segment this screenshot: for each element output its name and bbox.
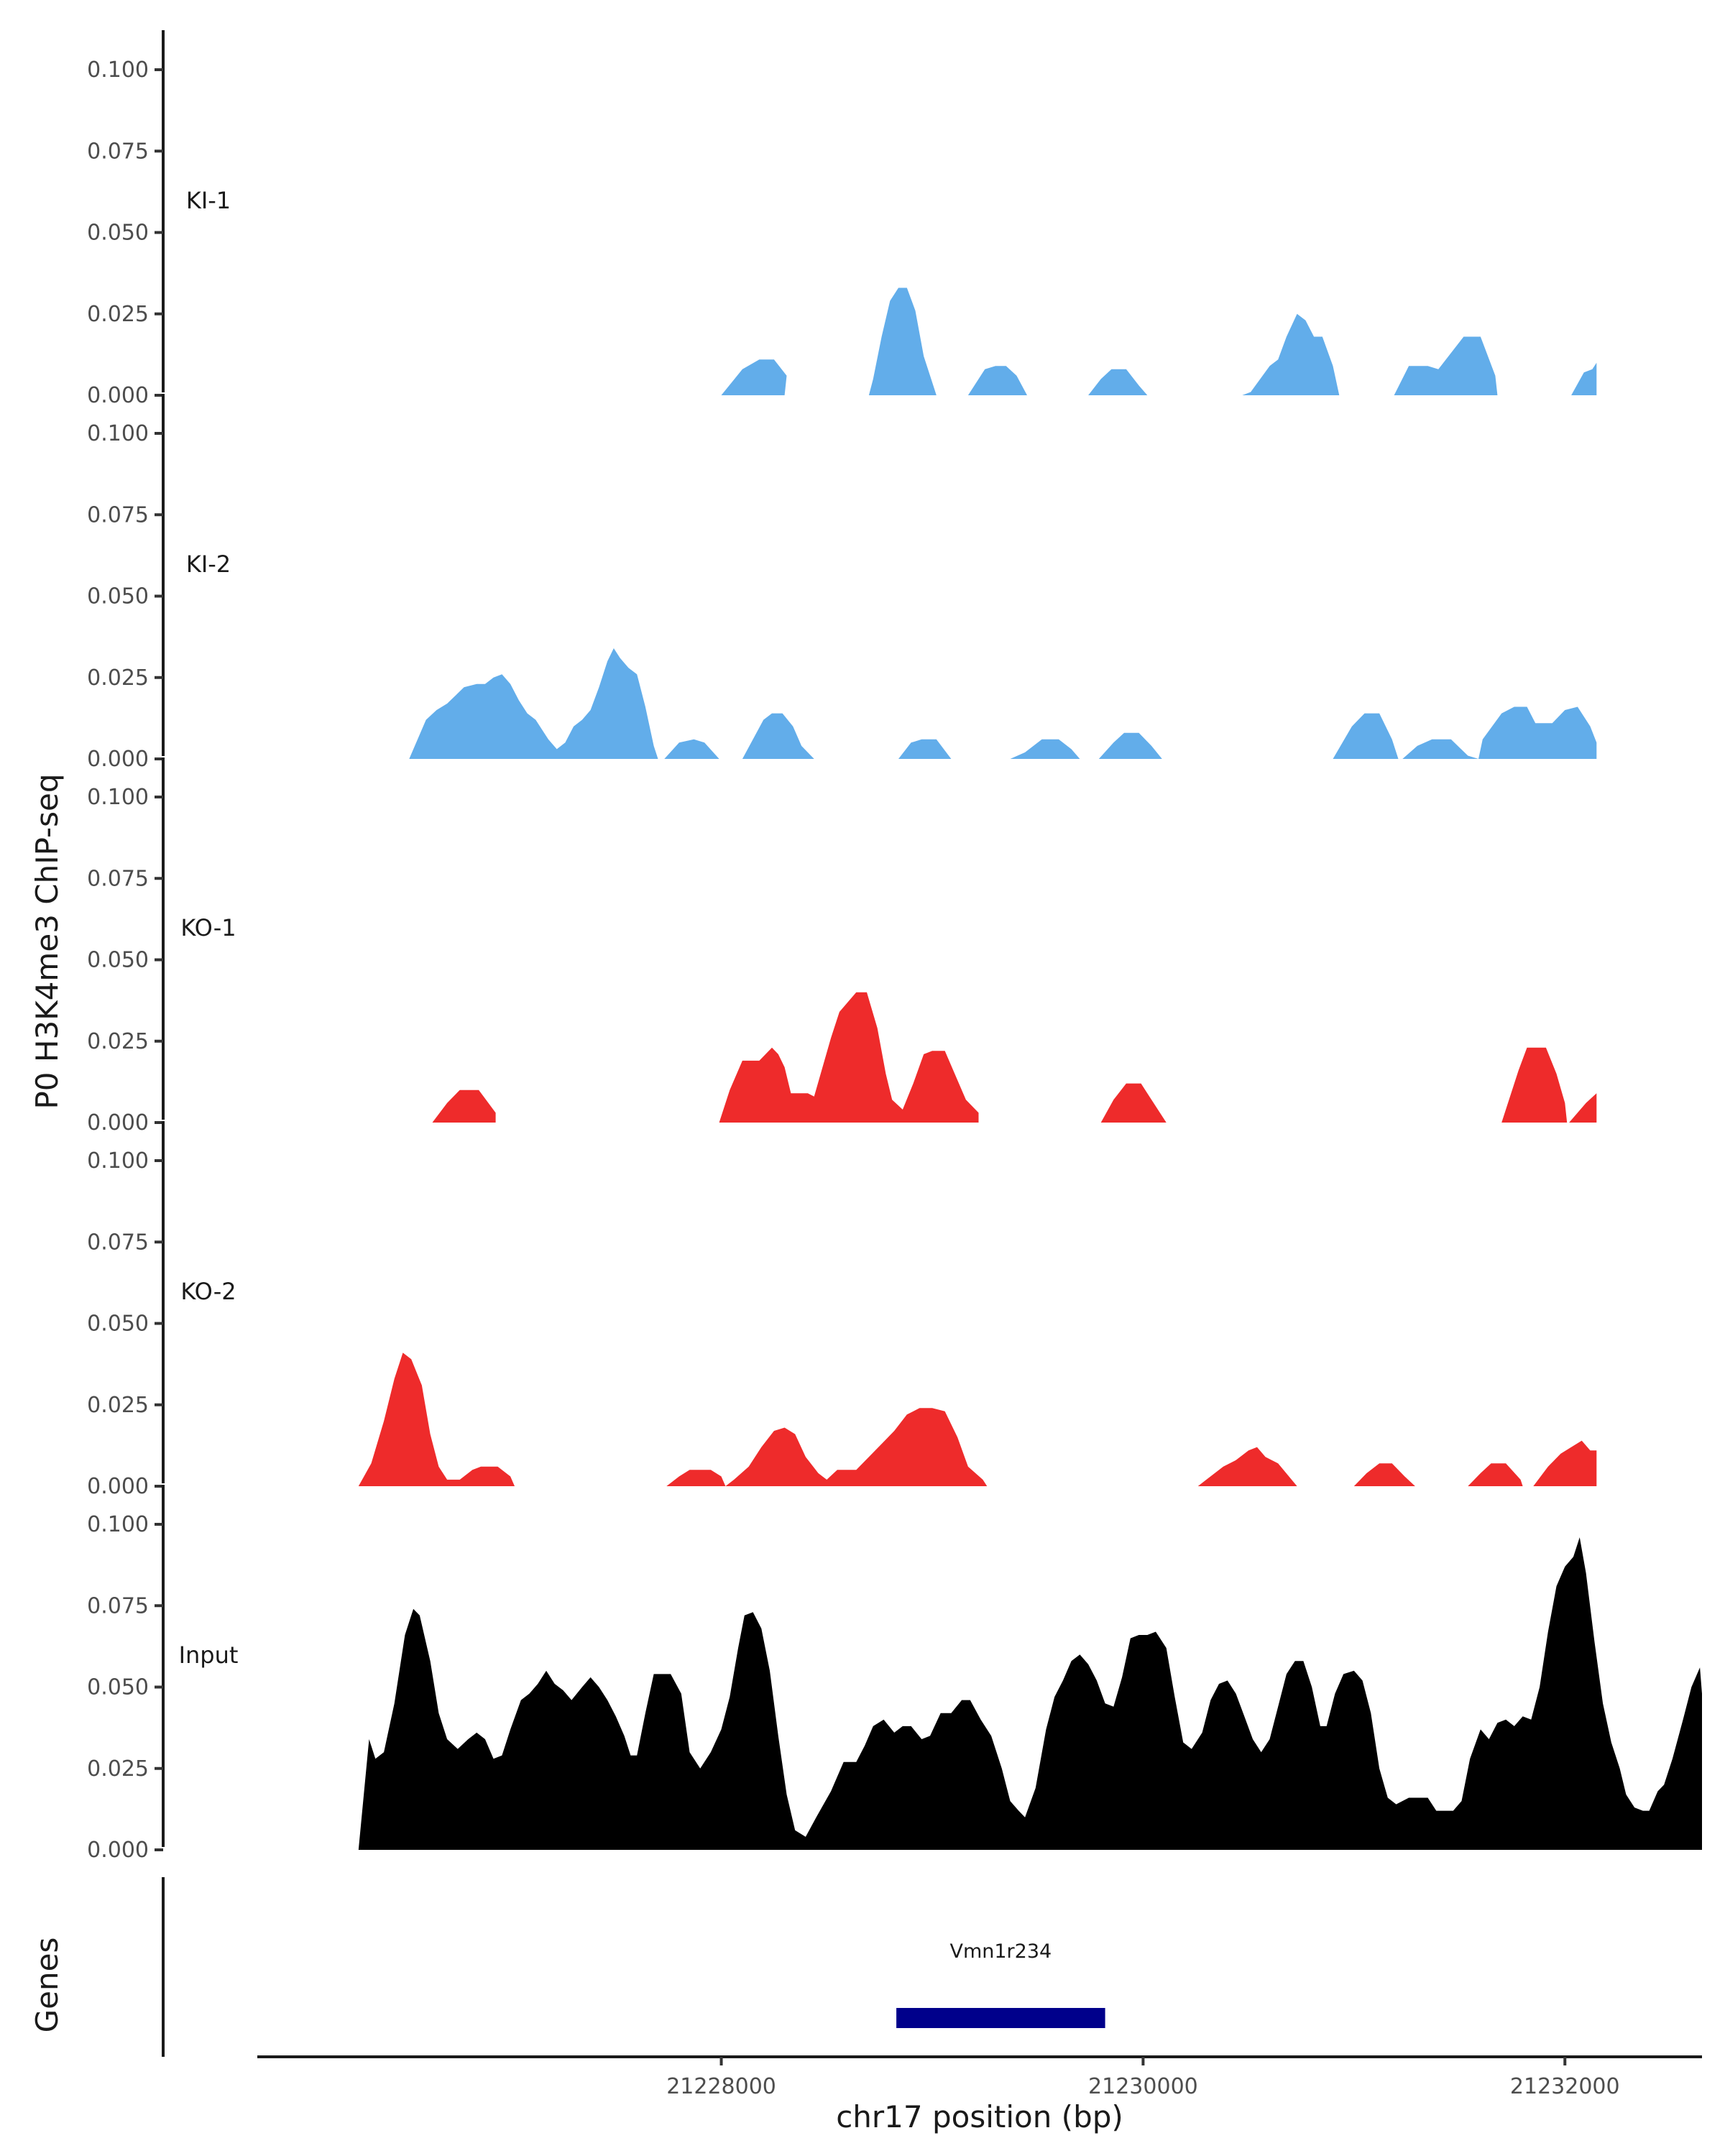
coverage-area-ko-2 [358,1353,1597,1486]
y-tick-label: 0.000 [87,383,149,408]
y-tick-label: 0.025 [87,302,149,327]
track-label: KI-1 [186,187,231,214]
track-ko-1: 0.000 0.025 0.050 0.075 0.100 KO-1 [87,757,1597,1135]
y-tick-label: 0.050 [87,221,149,246]
x-tick-label: 21232000 [1510,2074,1620,2099]
y-tick-label: 0.100 [87,57,149,83]
x-axis: 21228000 21230000 21232000 chr17 position … [257,2055,1702,2134]
y-tick-label: 0.075 [87,139,149,164]
y-tick-label: 0.025 [87,1756,149,1782]
y-axis-title: P0 H3K4me3 ChIP-seq [29,773,65,1109]
coverage-area-input [358,1537,1702,1850]
gene-panel-label: Genes [29,1938,65,2033]
y-tick-label: 0.100 [87,421,149,446]
y-tick-label: 0.075 [87,1593,149,1618]
track-ko-2: 0.000 0.025 0.050 0.075 0.100 KO-2 [87,1121,1597,1499]
track-input: 0.000 0.025 0.050 0.075 0.100 Input [87,1485,1702,1863]
gene-panel: Genes Vmn1r234 [29,1877,1105,2057]
gene-body-bar [896,2008,1105,2028]
y-tick-label: 0.075 [87,866,149,891]
track-label: KO-1 [180,914,236,941]
y-tick-label: 0.100 [87,1512,149,1537]
y-tick-label: 0.025 [87,1029,149,1054]
y-tick-label: 0.025 [87,1393,149,1418]
x-tick-label: 21230000 [1088,2074,1198,2099]
y-tick-label: 0.075 [87,1230,149,1255]
coverage-area-ki-1-end [1571,362,1597,395]
y-tick-label: 0.075 [87,502,149,528]
coverage-area-ko-1 [432,992,1597,1123]
track-panels: 0.0000.0250.0500.0750.100KI-10.0000.0250… [87,30,1702,1863]
track-label: KI-2 [186,550,231,578]
y-tick-label: 0.050 [87,1312,149,1337]
track-label: Input [179,1641,239,1669]
x-tick-label: 21228000 [666,2074,776,2099]
x-axis-title: chr17 position (bp) [836,2099,1123,2134]
track-ki-2: 0.000 0.025 0.050 0.075 0.100 KI-2 [87,394,1597,772]
y-tick-label: 0.025 [87,665,149,691]
y-tick-label: 0.050 [87,948,149,973]
coverage-area-ki-1 [721,287,1498,395]
track-label: KO-2 [180,1278,236,1305]
y-tick-label: 0.050 [87,584,149,609]
coverage-area-ki-2 [409,648,1597,759]
x-axis-ticks: 21228000 21230000 21232000 [666,2057,1620,2099]
gene-name-label: Vmn1r234 [949,1940,1052,1963]
y-tick-label: 0.000 [87,1474,149,1499]
y-tick-label: 0.000 [87,747,149,772]
gene-features: Vmn1r234 [896,1940,1105,2028]
y-tick-label: 0.000 [87,1838,149,1863]
gene-strand-arrow [897,2011,906,2025]
y-tick-label: 0.100 [87,1148,149,1174]
y-tick-label: 0.100 [87,785,149,810]
y-tick-label: 0.050 [87,1675,149,1700]
track-ki-1: 0.000 0.025 0.050 0.075 0.100 KI-1 [87,30,1597,408]
y-tick-label: 0.000 [87,1110,149,1135]
